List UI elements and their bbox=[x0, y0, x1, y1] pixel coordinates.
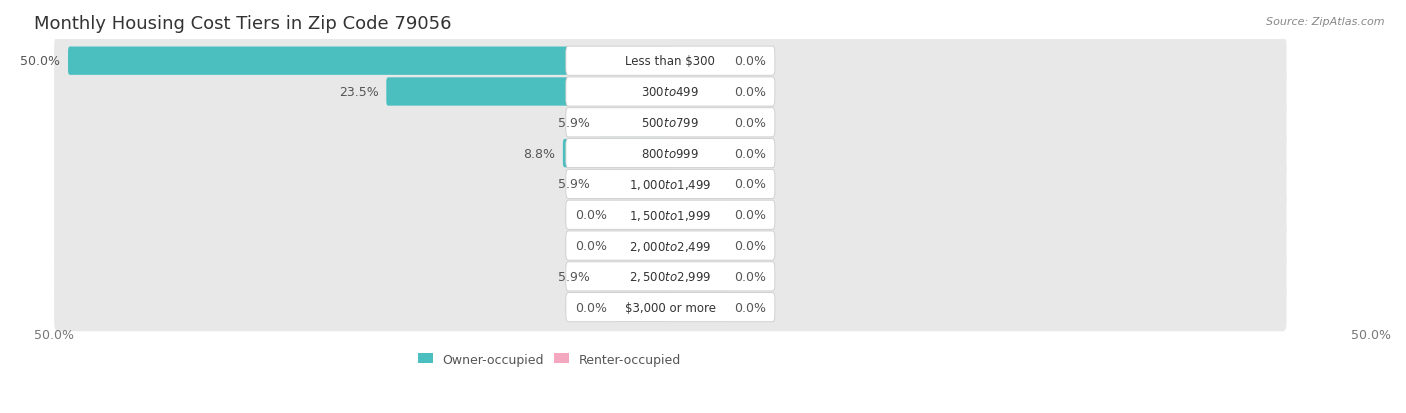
Text: 0.0%: 0.0% bbox=[734, 209, 766, 222]
FancyBboxPatch shape bbox=[565, 293, 775, 322]
Text: $2,500 to $2,999: $2,500 to $2,999 bbox=[628, 270, 711, 284]
FancyBboxPatch shape bbox=[55, 68, 1286, 116]
FancyBboxPatch shape bbox=[669, 78, 727, 107]
FancyBboxPatch shape bbox=[669, 170, 727, 199]
FancyBboxPatch shape bbox=[55, 38, 1286, 85]
FancyBboxPatch shape bbox=[669, 201, 727, 229]
Text: $1,500 to $1,999: $1,500 to $1,999 bbox=[628, 208, 711, 222]
FancyBboxPatch shape bbox=[55, 130, 1286, 178]
FancyBboxPatch shape bbox=[565, 201, 775, 230]
Text: 50.0%: 50.0% bbox=[1351, 328, 1391, 341]
FancyBboxPatch shape bbox=[598, 263, 672, 291]
FancyBboxPatch shape bbox=[55, 222, 1286, 270]
Text: 5.9%: 5.9% bbox=[558, 178, 591, 191]
Text: 0.0%: 0.0% bbox=[734, 178, 766, 191]
Text: 0.0%: 0.0% bbox=[734, 301, 766, 314]
Text: 5.9%: 5.9% bbox=[558, 116, 591, 130]
FancyBboxPatch shape bbox=[565, 78, 775, 107]
FancyBboxPatch shape bbox=[669, 232, 727, 260]
FancyBboxPatch shape bbox=[565, 231, 775, 261]
FancyBboxPatch shape bbox=[55, 99, 1286, 147]
Text: Less than $300: Less than $300 bbox=[626, 55, 716, 68]
FancyBboxPatch shape bbox=[614, 293, 672, 322]
FancyBboxPatch shape bbox=[565, 47, 775, 76]
Text: Monthly Housing Cost Tiers in Zip Code 79056: Monthly Housing Cost Tiers in Zip Code 7… bbox=[34, 15, 451, 33]
FancyBboxPatch shape bbox=[565, 139, 775, 168]
Text: 8.8%: 8.8% bbox=[523, 147, 555, 160]
Text: $800 to $999: $800 to $999 bbox=[641, 147, 699, 160]
FancyBboxPatch shape bbox=[614, 201, 672, 229]
FancyBboxPatch shape bbox=[669, 293, 727, 322]
Text: $3,000 or more: $3,000 or more bbox=[624, 301, 716, 314]
Text: 0.0%: 0.0% bbox=[575, 301, 607, 314]
FancyBboxPatch shape bbox=[565, 109, 775, 138]
FancyBboxPatch shape bbox=[55, 191, 1286, 239]
FancyBboxPatch shape bbox=[562, 140, 672, 168]
Text: 0.0%: 0.0% bbox=[575, 240, 607, 252]
Text: $2,000 to $2,499: $2,000 to $2,499 bbox=[628, 239, 711, 253]
Text: 0.0%: 0.0% bbox=[575, 209, 607, 222]
Text: 50.0%: 50.0% bbox=[20, 55, 60, 68]
Text: 0.0%: 0.0% bbox=[734, 86, 766, 99]
Text: 0.0%: 0.0% bbox=[734, 270, 766, 283]
Text: $300 to $499: $300 to $499 bbox=[641, 86, 699, 99]
FancyBboxPatch shape bbox=[55, 160, 1286, 209]
Legend: Owner-occupied, Renter-occupied: Owner-occupied, Renter-occupied bbox=[412, 348, 686, 371]
FancyBboxPatch shape bbox=[669, 109, 727, 137]
Text: 0.0%: 0.0% bbox=[734, 147, 766, 160]
Text: 50.0%: 50.0% bbox=[34, 328, 73, 341]
Text: 0.0%: 0.0% bbox=[734, 116, 766, 130]
FancyBboxPatch shape bbox=[67, 47, 672, 76]
FancyBboxPatch shape bbox=[387, 78, 672, 107]
FancyBboxPatch shape bbox=[614, 232, 672, 260]
FancyBboxPatch shape bbox=[598, 109, 672, 137]
FancyBboxPatch shape bbox=[565, 170, 775, 199]
Text: $1,000 to $1,499: $1,000 to $1,499 bbox=[628, 178, 711, 192]
FancyBboxPatch shape bbox=[669, 140, 727, 168]
Text: 23.5%: 23.5% bbox=[339, 86, 378, 99]
FancyBboxPatch shape bbox=[55, 253, 1286, 301]
FancyBboxPatch shape bbox=[669, 263, 727, 291]
Text: $500 to $799: $500 to $799 bbox=[641, 116, 699, 130]
Text: Source: ZipAtlas.com: Source: ZipAtlas.com bbox=[1267, 17, 1385, 26]
Text: 5.9%: 5.9% bbox=[558, 270, 591, 283]
FancyBboxPatch shape bbox=[55, 283, 1286, 332]
FancyBboxPatch shape bbox=[669, 47, 727, 76]
FancyBboxPatch shape bbox=[598, 170, 672, 199]
Text: 0.0%: 0.0% bbox=[734, 55, 766, 68]
FancyBboxPatch shape bbox=[565, 262, 775, 291]
Text: 0.0%: 0.0% bbox=[734, 240, 766, 252]
